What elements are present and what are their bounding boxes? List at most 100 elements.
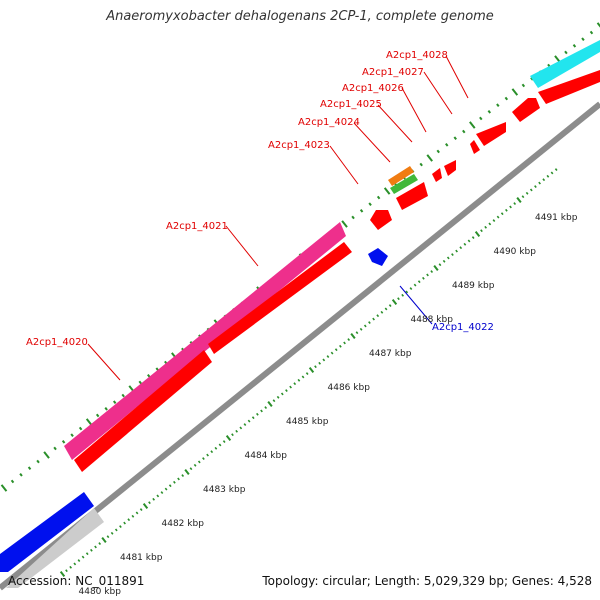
- scale-tick: [397, 297, 400, 301]
- scale-tick: [272, 399, 276, 403]
- gene-label-4024[interactable]: A2cp1_4024: [298, 117, 360, 128]
- outer-tick: [368, 202, 372, 206]
- scale-tick: [260, 409, 263, 413]
- scale-tick: [380, 310, 384, 314]
- gene-red-4023[interactable]: [370, 210, 392, 230]
- outer-tick: [70, 433, 74, 437]
- outer-tick: [521, 83, 526, 88]
- gene-red-4021[interactable]: [208, 242, 352, 354]
- scale-labels: 4480 kbp 4481 kbp 4482 kbp 4483 kbp 4484 kbp…: [79, 213, 578, 597]
- scale-tick: [106, 535, 110, 539]
- outer-tick: [351, 215, 355, 220]
- scale-tick: [110, 531, 114, 535]
- outer-tick: [479, 116, 483, 121]
- outer-tick: [596, 22, 600, 30]
- gene-red-4025a[interactable]: [444, 160, 456, 176]
- scale-tick: [516, 197, 522, 203]
- scale-label: 4490 kbp: [494, 247, 537, 257]
- outer-tick: [104, 407, 108, 411]
- outer-tick: [419, 162, 423, 167]
- scale-tick: [81, 555, 85, 559]
- scale-tick: [251, 416, 255, 420]
- scale-tick: [451, 253, 454, 256]
- gene-red-4028a[interactable]: [512, 98, 540, 122]
- genome-summary-text: Topology: circular; Length: 5,029,329 bp…: [262, 574, 592, 588]
- scale-tick: [384, 307, 388, 311]
- gene-red-4028b[interactable]: [538, 70, 600, 104]
- map-title: Anaeromyxobacter dehalogenans 2CP-1, com…: [106, 9, 494, 24]
- scale-tick: [471, 236, 475, 239]
- gene-blue-bottom[interactable]: [0, 492, 94, 572]
- gene-label-4025[interactable]: A2cp1_4025: [320, 99, 382, 110]
- scale-label: 4486 kbp: [328, 383, 371, 393]
- scale-tick: [142, 503, 149, 509]
- scale-tick: [513, 202, 517, 205]
- outer-tick: [61, 440, 66, 444]
- scale-label: 4489 kbp: [452, 281, 495, 291]
- gene-red-4025b[interactable]: [432, 168, 442, 182]
- scale-tick: [308, 367, 315, 373]
- outer-tick: [496, 103, 500, 107]
- gene-label-4027[interactable]: A2cp1_4027: [362, 67, 424, 78]
- scale-tick: [184, 469, 190, 475]
- scale-tick: [480, 229, 483, 233]
- outer-tick: [572, 44, 577, 48]
- scale-tick: [305, 372, 309, 375]
- scale-tick: [59, 571, 66, 577]
- scale-tick: [206, 453, 209, 457]
- gene-green-4024[interactable]: [390, 174, 418, 194]
- scale-tick: [289, 385, 292, 389]
- gene-red-4020[interactable]: [74, 350, 212, 472]
- scale-tick: [139, 508, 143, 511]
- scale-tick: [65, 569, 68, 573]
- gene-red-4027[interactable]: [476, 122, 506, 146]
- scale-tick: [509, 205, 512, 209]
- gene-red-4024[interactable]: [396, 182, 428, 210]
- gene-label-4021[interactable]: A2cp1_4021: [166, 221, 228, 232]
- scale-tick: [231, 433, 234, 437]
- gene-label-4022[interactable]: A2cp1_4022: [432, 322, 494, 333]
- scale-tick: [534, 185, 537, 188]
- outer-tick: [504, 96, 509, 101]
- label-leaders: [87, 55, 469, 381]
- scale-tick: [438, 263, 442, 267]
- outer-tick: [445, 143, 449, 147]
- scale-tick: [193, 463, 197, 467]
- scale-label: 4485 kbp: [286, 417, 329, 427]
- scale-tick: [280, 392, 284, 396]
- gene-label-4020[interactable]: A2cp1_4020: [26, 337, 88, 348]
- outer-tick: [511, 88, 519, 96]
- scale-tick: [247, 419, 251, 423]
- scale-tick: [474, 231, 481, 237]
- scale-tick: [181, 474, 185, 477]
- scale-tick: [359, 327, 363, 331]
- gene-label-4028[interactable]: A2cp1_4028: [386, 50, 448, 61]
- scale-tick: [496, 215, 500, 219]
- scale-label: 4487 kbp: [369, 349, 412, 359]
- outer-tick: [78, 426, 83, 431]
- scale-tick: [417, 280, 421, 284]
- gene-label-4026[interactable]: A2cp1_4026: [342, 83, 404, 94]
- gene-cyan[interactable]: [530, 40, 600, 88]
- scale-tick: [177, 477, 180, 481]
- gene-blue-4022[interactable]: [368, 248, 388, 266]
- gene-red-4026[interactable]: [470, 140, 480, 154]
- scale-tick: [264, 406, 268, 409]
- outer-tick: [53, 446, 57, 451]
- scale-tick: [401, 293, 405, 297]
- scale-tick: [350, 333, 356, 339]
- outer-tick: [554, 55, 561, 63]
- gene-orange-4024[interactable]: [388, 166, 414, 186]
- scale-tick: [168, 484, 172, 488]
- scale-tick: [388, 304, 392, 307]
- scale-tick: [239, 426, 243, 430]
- scale-tick: [330, 351, 334, 355]
- outer-tick: [589, 30, 594, 35]
- outer-tick: [581, 37, 585, 41]
- gene-label-4023[interactable]: A2cp1_4023: [268, 140, 330, 151]
- scale-tick: [214, 446, 218, 450]
- gene-gray-bottom[interactable]: [6, 508, 104, 588]
- outer-tick: [436, 149, 440, 154]
- gene-magenta-4020[interactable]: [64, 222, 346, 460]
